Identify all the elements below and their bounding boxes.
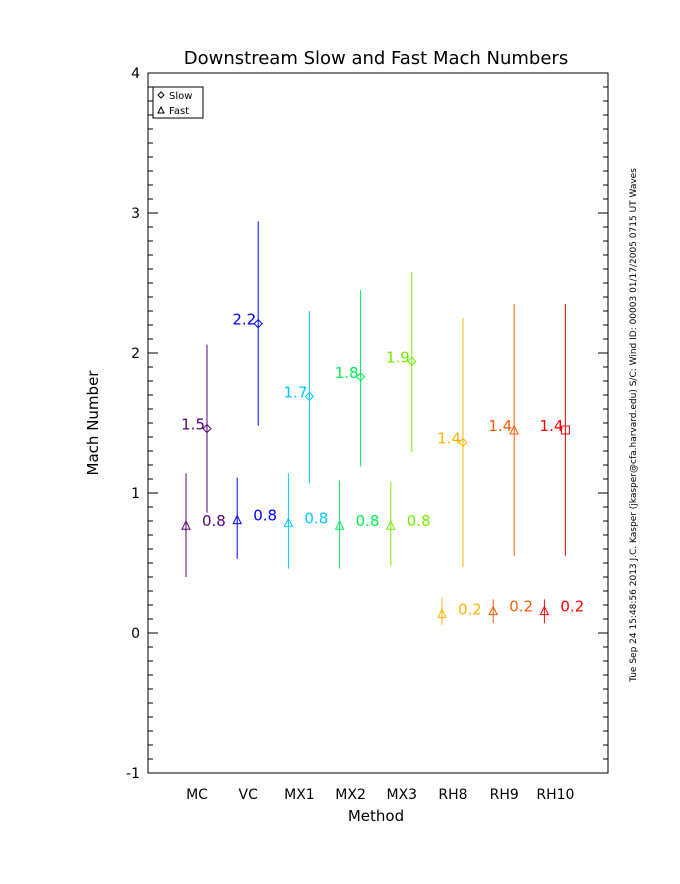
fast-value-label: 0.8	[304, 509, 328, 527]
slow-value-label: 1.4	[540, 417, 564, 435]
slow-point-diamond	[407, 356, 417, 367]
y-tick-label: 4	[131, 66, 140, 82]
x-tick-label: VC	[239, 787, 259, 803]
slow-point-diamond	[253, 318, 263, 329]
x-axis-label: Method	[348, 807, 404, 825]
footer-credit: Tue Sep 24 15:48:56 2013 J.C. Kasper (jk…	[629, 168, 639, 683]
legend-slow-label: Slow	[169, 91, 192, 102]
fast-point-triangle	[539, 605, 550, 616]
slow-value-label: 1.5	[181, 416, 205, 434]
fast-point-triangle	[385, 520, 396, 530]
slow-point-triangle	[509, 424, 520, 435]
slow-value-label: 2.2	[232, 311, 256, 329]
slow-value-label: 1.4	[437, 430, 461, 448]
x-tick-label: RH9	[490, 787, 519, 803]
fast-value-label: 0.8	[253, 507, 277, 525]
x-tick-label: RH10	[536, 787, 574, 803]
x-tick-label: MC	[186, 787, 208, 803]
fast-point-triangle	[181, 520, 191, 530]
fast-point-triangle	[437, 608, 447, 618]
fast-value-label: 0.2	[458, 600, 482, 618]
x-tick-label: MX1	[284, 787, 315, 803]
fast-value-label: 0.8	[202, 512, 226, 530]
y-axis-label: Mach Number	[84, 370, 102, 476]
y-tick-label: 1	[131, 486, 140, 502]
fast-point-triangle	[334, 520, 345, 530]
slow-value-label: 1.7	[284, 383, 308, 401]
y-tick-label: 3	[131, 206, 140, 222]
legend-triangle-icon	[157, 105, 165, 114]
x-tick-label: RH8	[438, 787, 467, 803]
slow-point-square	[560, 425, 570, 435]
x-tick-label: MX2	[335, 787, 366, 803]
fast-point-triangle	[232, 514, 243, 525]
y-tick-label: 2	[131, 346, 140, 362]
slow-value-label: 1.9	[386, 348, 410, 366]
chart-title: Downstream Slow and Fast Mach Numbers	[184, 48, 568, 69]
fast-point-triangle	[283, 517, 294, 527]
fast-value-label: 0.8	[407, 512, 431, 530]
x-tick-label: MX3	[387, 787, 418, 803]
slow-value-label: 1.8	[335, 364, 359, 382]
y-tick-label: -1	[126, 766, 140, 782]
legend-fast-label: Fast	[169, 106, 189, 117]
slow-value-label: 1.4	[488, 417, 512, 435]
slow-point-diamond	[304, 391, 315, 402]
fast-value-label: 0.2	[509, 598, 533, 616]
slow-point-diamond	[202, 423, 212, 434]
legend: Slow Fast	[152, 86, 204, 119]
legend-diamond-icon	[157, 91, 165, 99]
fast-value-label: 0.2	[560, 598, 584, 616]
slow-point-diamond	[355, 372, 366, 382]
fast-value-label: 0.8	[356, 512, 380, 530]
fast-point-triangle	[488, 605, 499, 616]
y-tick-label: 0	[131, 626, 140, 642]
slow-point-diamond	[458, 437, 468, 448]
